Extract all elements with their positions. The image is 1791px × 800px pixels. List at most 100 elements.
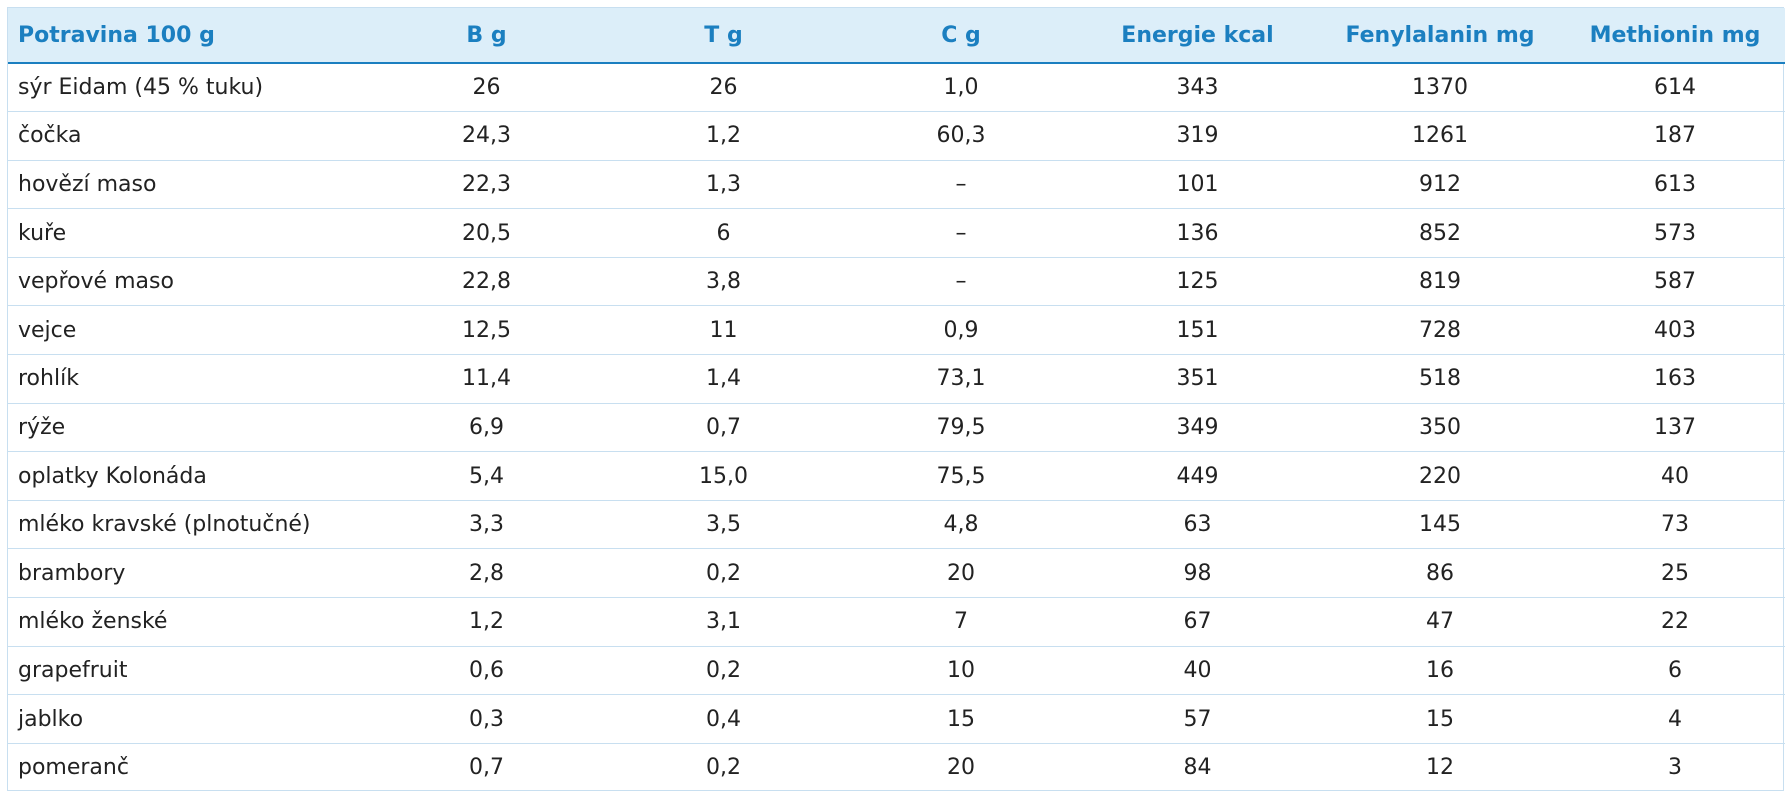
nutrition-table-frame: Potravina 100 g B g T g C g Energie kcal… [7,7,1785,792]
cell-protein: 26 [368,63,605,113]
cell-protein: 6,9 [368,403,605,453]
cell-carbs: 75,5 [842,451,1080,501]
table-row: vejce 12,5 11 0,9 151 728 403 [8,305,1785,356]
cell-phenylalanine: 819 [1315,257,1565,307]
cell-phenylalanine: 15 [1315,694,1565,744]
cell-energy: 101 [1080,160,1315,210]
cell-food: mléko kravské (plnotučné) [8,500,368,550]
table-row: hovězí maso 22,3 1,3–101 912 613 [8,160,1785,210]
cell-protein: 12,5 [368,305,605,356]
cell-methionine: 6 [1565,646,1785,696]
cell-protein: 24,3 [368,111,605,161]
cell-energy: 136 [1080,208,1315,258]
header-row: Potravina 100 g B g T g C g Energie kcal… [8,8,1785,64]
cell-carbs: – [842,208,1080,258]
cell-protein: 5,4 [368,451,605,501]
table-row: oplatky Kolonáda 5,4 15,0 75,5 449 220 40 [8,451,1785,501]
cell-phenylalanine: 86 [1315,548,1565,599]
cell-protein: 20,5 [368,208,605,258]
cell-methionine: 587 [1565,257,1785,307]
header-cell-methionine: Methionin mg [1565,8,1785,64]
table-row: rýže 6,9 0,7 79,5 349 350 137 [8,403,1785,453]
cell-food: rýže [8,403,368,453]
cell-energy: 351 [1080,354,1315,404]
cell-phenylalanine: 1370 [1315,63,1565,113]
header-cell-fat: T g [605,8,842,64]
cell-energy: 40 [1080,646,1315,696]
cell-fat: 1,3 [605,160,842,210]
cell-methionine: 187 [1565,111,1785,161]
cell-phenylalanine: 47 [1315,597,1565,647]
table-row: jablko 0,3 0,4 15 57 15 4 [8,694,1785,744]
cell-methionine: 25 [1565,548,1785,599]
cell-food: mléko ženské [8,597,368,647]
cell-fat: 6 [605,208,842,258]
cell-phenylalanine: 145 [1315,500,1565,550]
cell-energy: 57 [1080,694,1315,744]
table-row: sýr Eidam (45 % tuku) 26 26 1,0 343 1370 614 [8,63,1785,113]
cell-methionine: 613 [1565,160,1785,210]
cell-methionine: 403 [1565,305,1785,356]
table-row: pomeranč 0,7 0,2 20 84 12 3 [8,743,1785,792]
cell-energy: 449 [1080,451,1315,501]
cell-energy: 84 [1183,755,1212,781]
cell-food: vejce [8,305,368,356]
cell-food: pomeranč [18,755,129,781]
cell-phenylalanine: 12 [1426,755,1454,781]
cell-carbs: 1,0 [842,63,1080,113]
cell-food: oplatky Kolonáda [8,451,368,501]
cell-protein: 2,8 [368,548,605,599]
cell-fat: 0,2 [605,646,842,696]
table-row: čočka 24,3 1,2 60,3 319 1261 187 [8,111,1785,161]
cell-phenylalanine: 912 [1315,160,1565,210]
table-row: rohlík 11,4 1,4 73,1 351 518 163 [8,354,1785,404]
header-cell-phenylalanine: Fenylalanin mg [1315,8,1565,64]
cell-food: brambory [8,548,368,599]
table-row: mléko kravské (plnotučné) 3,3 3,5 4,8 63 145 7… [8,500,1785,550]
cell-protein: 3,3 [368,500,605,550]
cell-fat: 3,1 [605,597,842,647]
cell-protein: 0,3 [368,694,605,744]
cell-carbs: 4,8 [842,500,1080,550]
cell-fat: 11 [605,305,842,356]
cell-phenylalanine: 220 [1315,451,1565,501]
header-cell-carbs: C g [842,8,1080,64]
cell-energy: 98 [1080,548,1315,599]
cell-energy: 319 [1080,111,1315,161]
cell-food: rohlík [8,354,368,404]
header-cell-energy: Energie kcal [1080,8,1315,64]
cell-protein: 22,3 [368,160,605,210]
table-row: mléko ženské 1,2 3,1 7 67 47 22 [8,597,1785,647]
table-header: Potravina 100 g B g T g C g Energie kcal… [8,8,1785,64]
cell-fat: 1,4 [605,354,842,404]
cell-methionine: 22 [1565,597,1785,647]
cell-fat: 15,0 [605,451,842,501]
cell-methionine: 573 [1565,208,1785,258]
cell-methionine: 40 [1565,451,1785,501]
cell-carbs: 73,1 [842,354,1080,404]
table-row: kuře 20,5 6–136 852 573 [8,208,1785,258]
cell-food: sýr Eidam (45 % tuku) [8,63,368,113]
cell-energy: 349 [1080,403,1315,453]
cell-fat: 0,4 [605,694,842,744]
cell-energy: 151 [1080,305,1315,356]
cell-energy: 125 [1080,257,1315,307]
cell-methionine: 4 [1565,694,1785,744]
cell-phenylalanine: 1261 [1315,111,1565,161]
cell-fat: 3,5 [605,500,842,550]
cell-carbs: – [842,160,1080,210]
cell-fat: 1,2 [605,111,842,161]
cell-methionine: 3 [1668,755,1682,781]
cell-carbs: – [842,257,1080,307]
cell-carbs: 0,9 [842,305,1080,356]
cell-energy: 343 [1080,63,1315,113]
cell-methionine: 614 [1565,63,1785,113]
cell-methionine: 163 [1565,354,1785,404]
nutrition-table: Potravina 100 g B g T g C g Energie kcal… [8,8,1785,792]
cell-protein: 11,4 [368,354,605,404]
cell-phenylalanine: 350 [1315,403,1565,453]
cell-food: čočka [8,111,368,161]
cell-energy: 63 [1080,500,1315,550]
cell-carbs: 20 [842,548,1080,599]
cell-food: jablko [8,694,368,744]
